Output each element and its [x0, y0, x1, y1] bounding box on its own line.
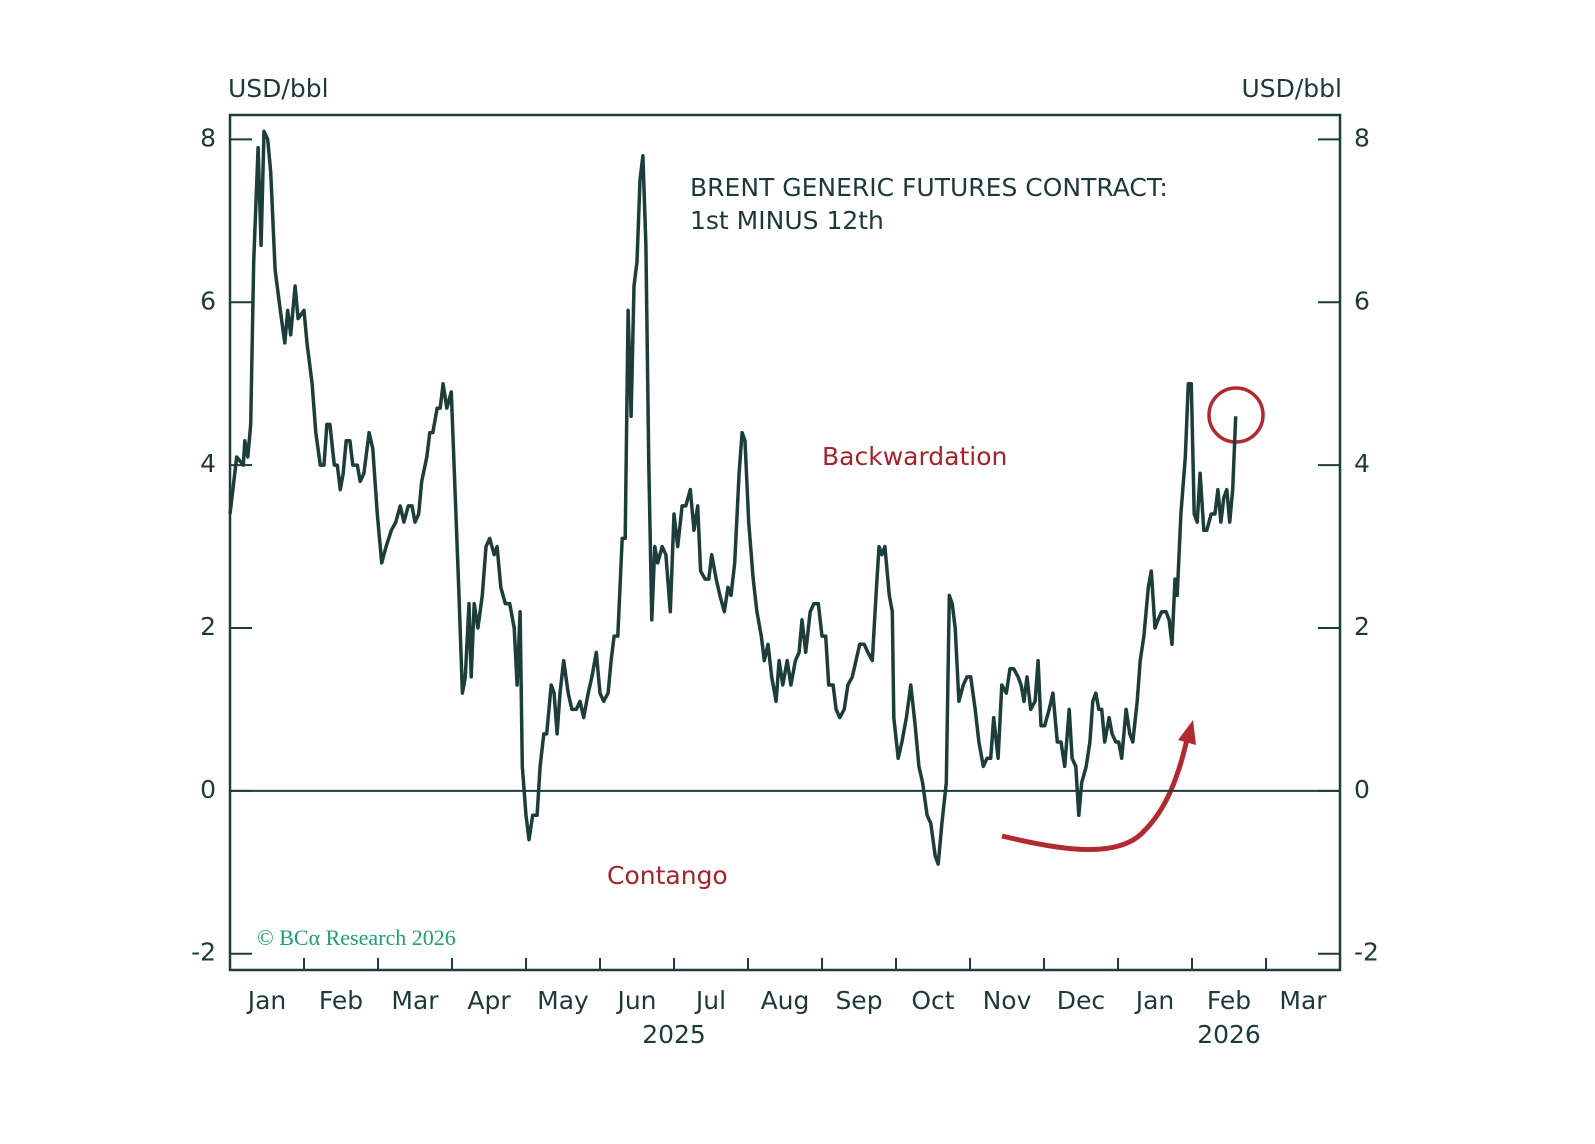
x-tick-label: Nov — [983, 986, 1032, 1015]
x-tick-label: May — [537, 986, 589, 1015]
y2-tick-label: 4 — [1354, 449, 1370, 478]
plot-frame — [228, 113, 1342, 972]
y-tick-label: 8 — [200, 123, 216, 152]
x-tick-label: Apr — [467, 986, 511, 1015]
x-tick-label: Oct — [911, 986, 954, 1015]
y-tick-label: -2 — [191, 938, 216, 967]
x-group-label: 2025 — [642, 1020, 706, 1049]
x-tick-label: Jun — [615, 986, 656, 1015]
x-tick-label: Dec — [1057, 986, 1105, 1015]
annotation: Contango — [607, 861, 728, 890]
y2-tick-label: 2 — [1354, 612, 1370, 641]
y-tick-label: 6 — [200, 286, 216, 315]
x-group-label: 2026 — [1197, 1020, 1261, 1049]
y2-tick-label: -2 — [1354, 938, 1379, 967]
y2-tick-label: 8 — [1354, 123, 1370, 152]
arrow — [1001, 734, 1191, 853]
chart-title: BRENT GENERIC FUTURES CONTRACT: — [690, 173, 1168, 202]
y-tick-label: 0 — [200, 775, 216, 804]
data-line — [228, 129, 1238, 866]
annotation: Backwardation — [822, 442, 1007, 471]
y-axis-label: USD/bbl — [228, 74, 329, 103]
y2-tick-label: 0 — [1354, 775, 1370, 804]
source-note: © BCα Research 2026 — [257, 925, 456, 950]
x-tick-label: Mar — [1279, 986, 1327, 1015]
x-tick-label: Jan — [1134, 986, 1175, 1015]
x-tick-label: Sep — [835, 986, 882, 1015]
chart-subtitle: 1st MINUS 12th — [690, 206, 884, 235]
y-tick-label: 4 — [200, 449, 216, 478]
y2-axis-label: USD/bbl — [1241, 74, 1342, 103]
y-tick-label: 2 — [200, 612, 216, 641]
x-tick-label: Mar — [391, 986, 439, 1015]
y2-tick-label: 6 — [1354, 286, 1370, 315]
x-tick-label: Aug — [761, 986, 810, 1015]
x-tick-label: Jul — [694, 986, 726, 1015]
arrow-head — [1178, 720, 1196, 745]
x-tick-label: Feb — [1207, 986, 1251, 1015]
x-tick-label: Jan — [246, 986, 287, 1015]
x-tick-label: Feb — [319, 986, 363, 1015]
